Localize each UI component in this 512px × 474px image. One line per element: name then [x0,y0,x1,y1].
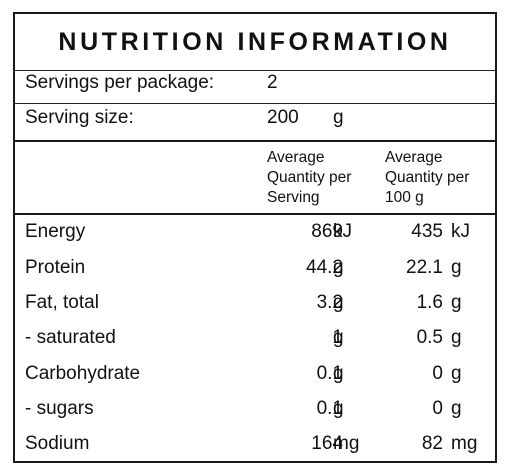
per-100g-unit: mg [451,433,478,454]
per-serving-value: 0.1 [316,363,343,384]
servings-per-package-value: 2 [267,72,278,93]
nutrient-row-sodium: Sodium 164 mg 82 mg [15,427,495,463]
divider [15,103,495,104]
nutrient-name: Protein [25,257,86,278]
per-serving-unit: g [333,363,344,384]
per-serving-value: 0.1 [316,398,343,419]
per-100g-value: 1.6 [416,292,443,313]
nutrient-row-saturated: - saturated 1 g 0.5 g [15,321,495,357]
divider-thick [15,140,495,142]
header-line: Average [267,149,325,166]
per-serving-unit: kJ [333,221,352,242]
per-serving-value: 164 [311,433,343,454]
nutrient-name: Sodium [25,433,90,454]
per-serving-unit: g [333,257,344,278]
header-line: Quantity per [385,169,470,186]
panel-title: NUTRITION INFORMATION [58,28,452,56]
serving-size-value: 200 [267,107,299,128]
per-serving-unit: g [333,398,344,419]
per-serving-value: 44.2 [306,257,343,278]
per-serving-unit: g [333,327,344,348]
nutrient-row-fat-total: Fat, total 3.2 g 1.6 g [15,286,495,322]
per-100g-unit: kJ [451,221,470,242]
serving-size-unit: g [333,107,344,128]
servings-per-package-label: Servings per package: [25,72,215,93]
per-100g-value: 0 [432,363,443,384]
per-100g-unit: g [451,292,462,313]
divider [15,70,495,71]
header-line: Quantity per [267,169,352,186]
nutrient-name: Fat, total [25,292,99,313]
per-serving-value: 3.2 [316,292,343,313]
header-line: 100 g [385,189,424,206]
nutrient-row-carbohydrate: Carbohydrate 0.1 g 0 g [15,357,495,393]
per-serving-value: 1 [332,327,343,348]
header-line: Average [385,149,443,166]
nutrient-name: - saturated [25,327,116,348]
per-100g-unit: g [451,398,462,419]
column-header-per-100g: Average Quantity per 100 g [385,148,469,208]
nutrient-row-energy: Energy 869 kJ 435 kJ [15,215,495,251]
per-100g-unit: g [451,363,462,384]
nutrient-row-sugars: - sugars 0.1 g 0 g [15,392,495,428]
serving-size-label: Serving size: [25,107,134,128]
per-100g-value: 435 [411,221,443,242]
per-100g-value: 82 [421,433,443,454]
nutrient-row-protein: Protein 44.2 g 22.1 g [15,251,495,287]
per-serving-value: 869 [311,221,343,242]
nutrient-name: Carbohydrate [25,363,141,384]
nutrition-panel: NUTRITION INFORMATION Servings per packa… [13,12,497,463]
per-serving-unit: mg [333,433,360,454]
column-header-per-serving: Average Quantity per Serving [267,148,351,208]
nutrient-name: Energy [25,221,86,242]
per-serving-unit: g [333,292,344,313]
per-100g-value: 0 [432,398,443,419]
per-100g-unit: g [451,327,462,348]
divider-thick [15,213,495,215]
nutrient-name: - sugars [25,398,94,419]
per-100g-value: 0.5 [416,327,443,348]
per-100g-value: 22.1 [406,257,443,278]
per-100g-unit: g [451,257,462,278]
header-line: Serving [267,189,320,206]
